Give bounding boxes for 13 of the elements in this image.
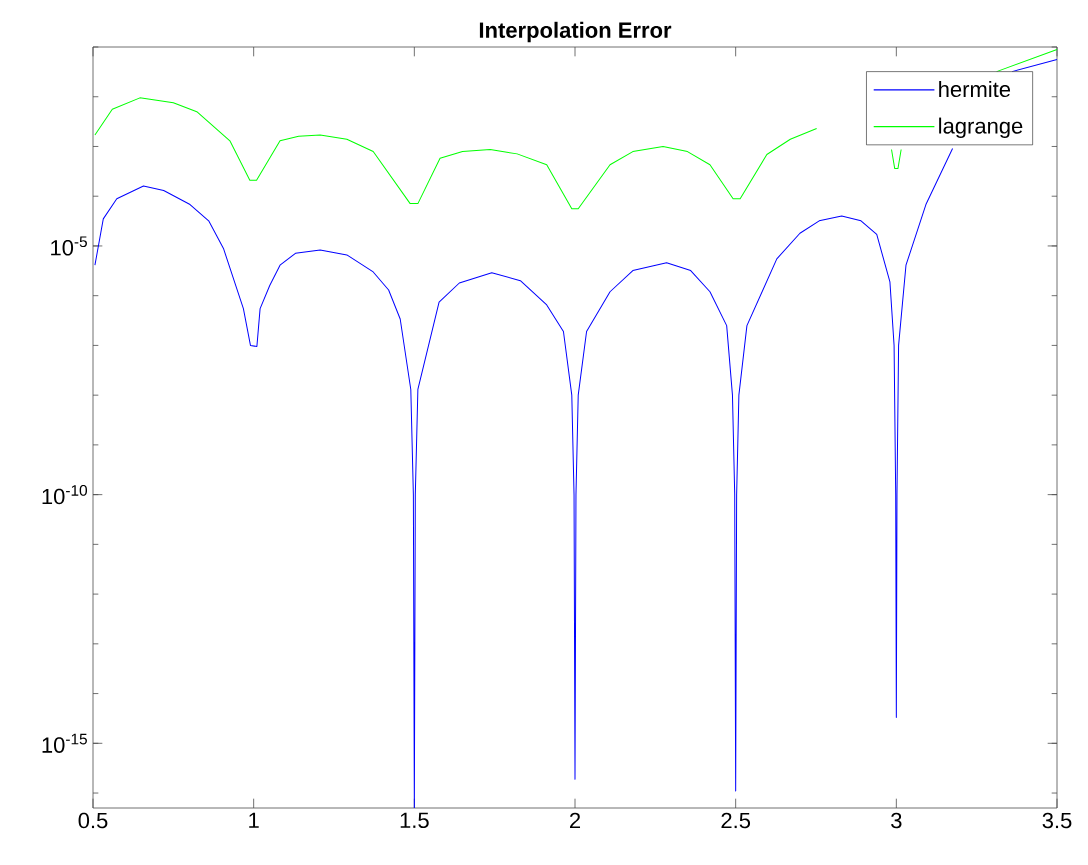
x-tick-label: 2 bbox=[570, 812, 581, 829]
y-tick-label: 10$^{-15}$ bbox=[42, 733, 87, 753]
x-tick-label: 3.5 bbox=[1042, 812, 1072, 829]
x-tick-label: 0.5 bbox=[78, 812, 108, 829]
chart-title: Interpolation Error bbox=[479, 21, 672, 43]
x-tick-label: 3 bbox=[891, 812, 902, 829]
legend-label: lagrange bbox=[939, 117, 1023, 139]
x-tick-label: 1 bbox=[249, 812, 259, 828]
legend-label: hermite bbox=[939, 80, 1011, 98]
x-tick-label: 2.5 bbox=[721, 812, 751, 829]
y-tick-label: 10$^{-5}$ bbox=[51, 236, 87, 256]
y-tick-label: 10$^{-10}$ bbox=[42, 484, 88, 505]
x-tick-label: 1.5 bbox=[400, 812, 429, 829]
